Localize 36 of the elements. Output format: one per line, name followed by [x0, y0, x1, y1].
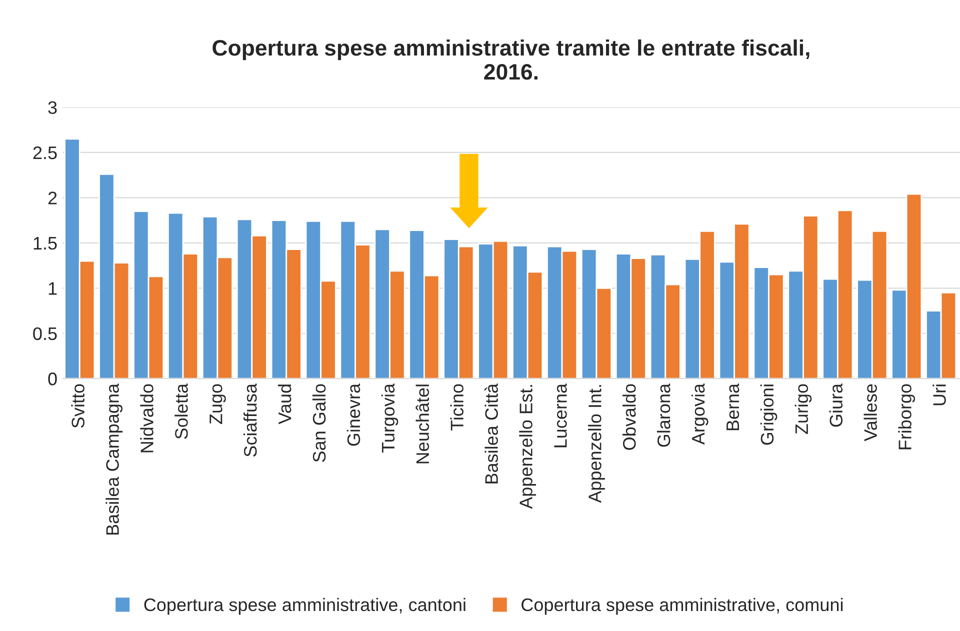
- x-tick-label: Soletta: [174, 383, 188, 439]
- x-tick-label: Basilea Campagna: [106, 383, 122, 535]
- y-tick-label: 0: [48, 372, 57, 386]
- legend-label: Copertura spese amministrative, comuni: [522, 598, 843, 615]
- x-tick-label: Uri: [932, 384, 946, 406]
- x-tick-label: Zugo: [210, 384, 226, 424]
- x-tick-label: Grigioni: [760, 384, 778, 445]
- y-tick-label: 3: [48, 101, 57, 114]
- x-tick-label: Obvaldo: [622, 384, 636, 450]
- y-tick-label: 1: [48, 282, 57, 295]
- x-tick-label: Ginevra: [346, 383, 360, 446]
- x-tick-label: Basilea Città: [484, 383, 498, 484]
- x-tick-label: Appenzello Est.: [519, 385, 536, 509]
- x-tick-label: Glarona: [656, 383, 670, 447]
- y-tick-label: 2.5: [33, 146, 57, 160]
- x-tick-label: Argovia: [691, 383, 708, 445]
- x-tick-label: Berna: [726, 383, 740, 430]
- y-tick-label: 2: [48, 192, 57, 204]
- x-tick-label: Appenzello Int.: [588, 385, 605, 503]
- x-tick-label: Nidvaldo: [140, 384, 154, 452]
- x-tick-label: Svitto: [71, 384, 84, 428]
- chart-title: Copertura spese amministrative tramite le entrate fiscali, 2016.: [212, 39, 810, 80]
- x-tick-label: Neuchâtel: [416, 384, 430, 464]
- x-tick-label: Sciaffusa: [243, 383, 257, 457]
- x-tick-label: Ticino: [450, 384, 464, 431]
- legend-label: Copertura spese amministrative, cantoni: [144, 598, 466, 615]
- x-tick-label: Vaud: [278, 384, 292, 424]
- x-tick-label: Zurigo: [794, 384, 812, 434]
- y-tick-label: 0.5: [33, 327, 57, 340]
- x-tick-label: Turgovia: [381, 383, 398, 453]
- x-tick-label: Giura: [829, 383, 843, 427]
- x-tick-label: Lucerna: [554, 383, 567, 448]
- y-tick-label: 1.5: [34, 237, 57, 250]
- x-tick-label: Vallese: [864, 384, 877, 442]
- x-tick-label: Friborgo: [898, 384, 916, 450]
- x-tick-label: San Gallo: [312, 384, 326, 462]
